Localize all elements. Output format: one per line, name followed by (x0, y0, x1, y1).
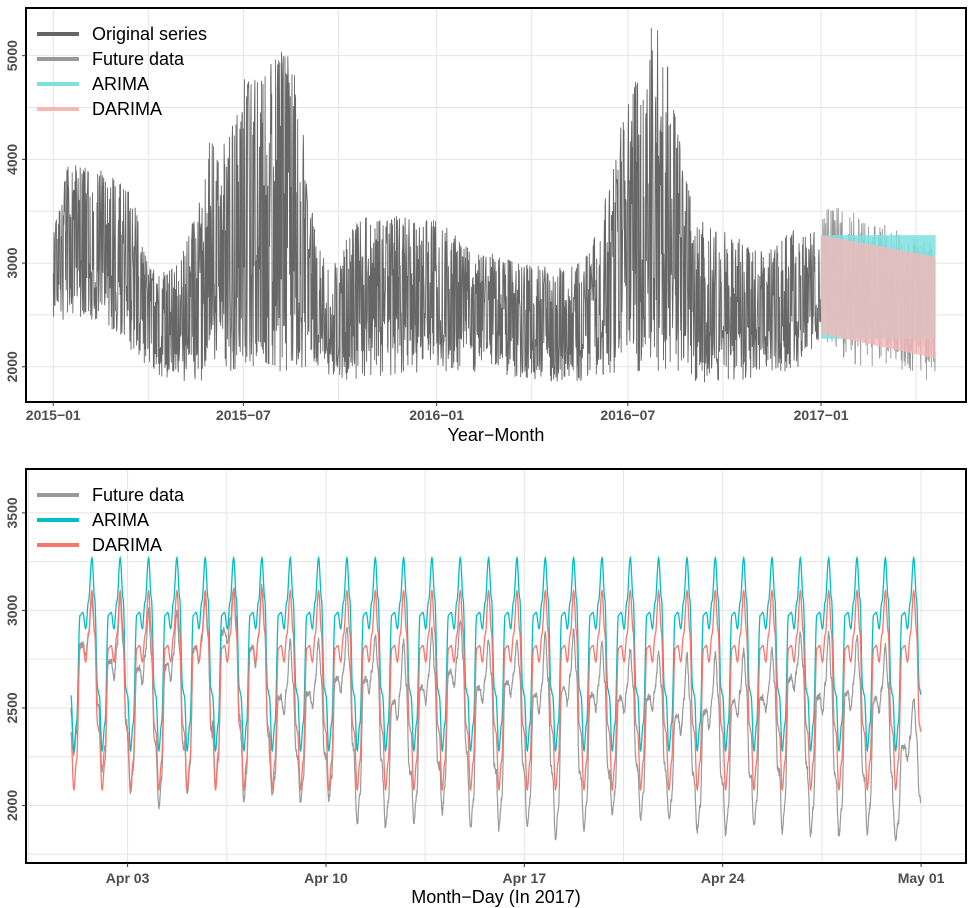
y-tick-label: 5000 (4, 40, 20, 71)
series-darima (70, 588, 922, 792)
x-tick-label: Apr 17 (503, 870, 547, 886)
bottom-gridlines (27, 470, 965, 862)
series-future-data (70, 584, 922, 842)
legend-label: Future data (92, 49, 185, 69)
x-tick-label: May 01 (898, 870, 945, 886)
band-darima (821, 235, 936, 359)
x-tick-label: 2017−01 (794, 407, 849, 423)
bottom-x-axis-ticks: Apr 03 Apr 10 Apr 17 Apr 24 May 01 (106, 863, 945, 886)
legend-label: ARIMA (92, 74, 149, 94)
legend-label: DARIMA (92, 99, 162, 119)
series-arima (70, 555, 922, 753)
top-x-axis-title: Year−Month (448, 425, 545, 445)
top-y-axis-ticks: 2000 3000 4000 5000 (4, 40, 26, 382)
y-tick-label: 3500 (4, 497, 20, 528)
top-data-layer (52, 27, 936, 383)
y-tick-label: 2000 (4, 790, 20, 821)
y-tick-label: 4000 (4, 144, 20, 175)
top-legend: Original series Future data ARIMA DARIMA (37, 24, 207, 119)
bottom-panel: Apr 03 Apr 10 Apr 17 Apr 24 May 01 2000 2500 3… (4, 468, 967, 907)
legend-label: DARIMA (92, 535, 162, 555)
y-tick-label: 2500 (4, 692, 20, 723)
y-tick-label: 2000 (4, 351, 20, 382)
legend-label: Original series (92, 24, 207, 44)
bottom-legend: Future data ARIMA DARIMA (37, 485, 185, 555)
top-x-axis-ticks: 2015−01 2015−07 2016−01 2016−07 2017−01 (26, 402, 849, 423)
y-tick-label: 3000 (4, 247, 20, 278)
x-tick-label: 2015−01 (26, 407, 81, 423)
x-tick-label: 2015−07 (216, 407, 271, 423)
top-plot-frame (25, 7, 967, 403)
bottom-x-axis-title: Month−Day (In 2017) (411, 887, 581, 907)
x-tick-label: Apr 03 (106, 870, 150, 886)
top-panel: 2015−01 2015−07 2016−01 2016−07 2017−01 2000… (4, 7, 967, 445)
y-tick-label: 3000 (4, 595, 20, 626)
bottom-plot-frame (25, 468, 967, 864)
x-tick-label: 2016−01 (409, 407, 464, 423)
legend-label: ARIMA (92, 510, 149, 530)
bottom-y-axis-ticks: 2000 2500 3000 3500 (4, 497, 26, 821)
series-original (52, 27, 822, 383)
x-tick-label: Apr 24 (701, 870, 745, 886)
bottom-data-layer (70, 555, 922, 842)
x-tick-label: 2016−07 (600, 407, 655, 423)
x-tick-label: Apr 10 (304, 870, 348, 886)
legend-label: Future data (92, 485, 185, 505)
